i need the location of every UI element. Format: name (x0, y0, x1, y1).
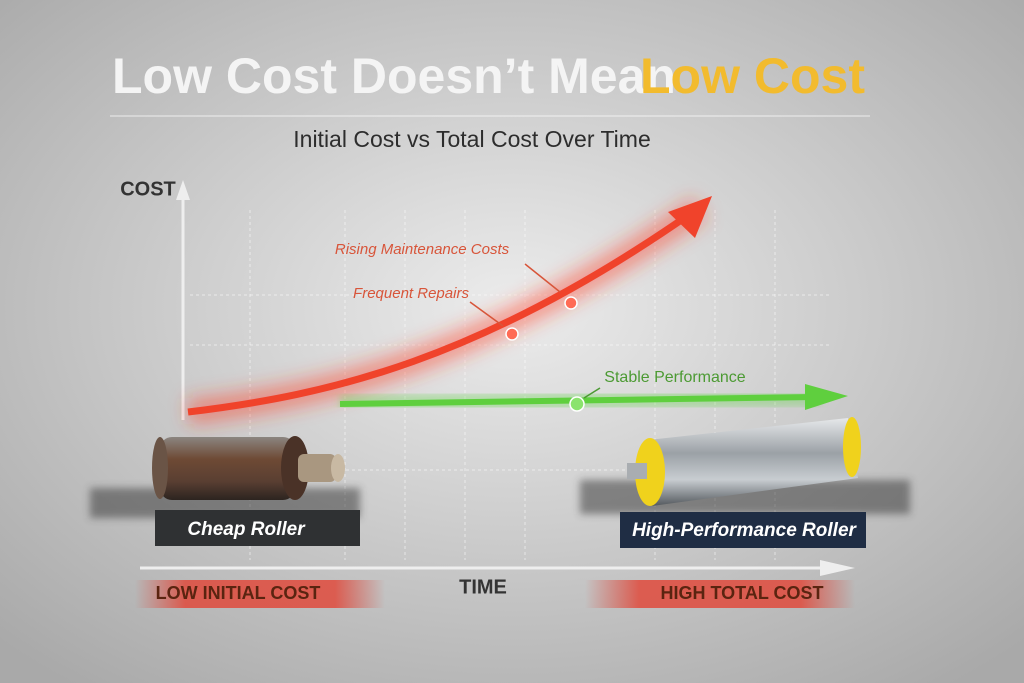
roller-end (843, 417, 861, 477)
cost-band (135, 580, 385, 608)
title-highlight: Low Cost (640, 48, 865, 104)
roller-shaft-end (331, 454, 345, 482)
annotation: Frequent Repairs (353, 285, 469, 302)
repair-point (505, 327, 519, 341)
band-label: HIGH TOTAL COST (660, 583, 823, 603)
roller-end (281, 436, 309, 500)
x-axis-arrow (820, 560, 855, 576)
cheap-roller: Cheap Roller (90, 436, 360, 546)
green-arrowhead (805, 384, 848, 410)
title: Low Cost Doesn’t Mean (112, 48, 676, 104)
annotation: Rising Maintenance Costs (335, 241, 510, 258)
label-plate (155, 510, 360, 546)
roller-body (648, 418, 858, 506)
roller-shaft (627, 463, 647, 479)
y-axis-label: COST (120, 178, 176, 200)
roller-end (635, 438, 665, 506)
roller-shaft (298, 454, 336, 482)
leader-line (583, 387, 601, 399)
maintenance-point (564, 296, 578, 310)
label-plate (620, 512, 866, 548)
product-label: Cheap Roller (187, 519, 306, 540)
x-axis-label: TIME (459, 576, 507, 598)
band-label: LOW INITIAL COST (156, 583, 321, 603)
annotation: Stable Performance (604, 369, 746, 386)
roller-end (152, 437, 168, 499)
leader-line (524, 263, 561, 293)
subtitle: Initial Cost vs Total Cost Over Time (293, 126, 650, 152)
leader-line (469, 301, 504, 327)
product-label: High-Performance Roller (632, 520, 857, 541)
cost-band (585, 580, 855, 608)
red-curve (187, 211, 692, 416)
premium-roller: High-Performance Roller (580, 417, 910, 548)
y-axis-arrow (176, 180, 190, 200)
roller-body (160, 437, 295, 500)
stable-point (569, 396, 585, 412)
red-arrowhead (668, 196, 712, 238)
